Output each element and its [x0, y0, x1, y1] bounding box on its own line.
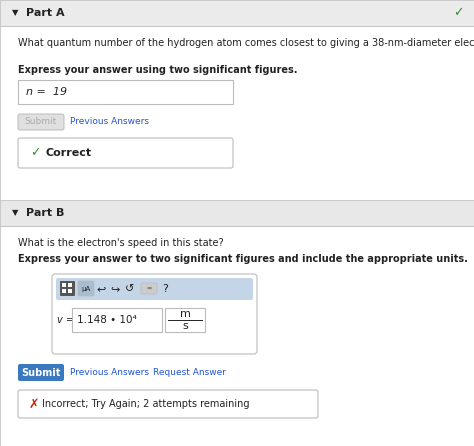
Text: Part B: Part B — [26, 208, 64, 218]
Text: ▬: ▬ — [146, 286, 152, 291]
Text: ✓: ✓ — [30, 146, 40, 160]
Text: ↪: ↪ — [110, 284, 120, 294]
Text: ?: ? — [162, 284, 168, 294]
Bar — [165, 308, 205, 332]
Text: Express your answer to two significant figures and include the appropriate units: Express your answer to two significant f… — [18, 254, 468, 264]
Text: Correct: Correct — [46, 148, 92, 158]
Text: Express your answer using two significant figures.: Express your answer using two significan… — [18, 65, 298, 75]
Text: Incorrect; Try Again; 2 attempts remaining: Incorrect; Try Again; 2 attempts remaini… — [42, 399, 249, 409]
Text: ✓: ✓ — [453, 7, 463, 20]
Bar — [0, 200, 474, 226]
Text: ↩: ↩ — [96, 284, 106, 294]
Text: ✗: ✗ — [29, 397, 39, 410]
FancyBboxPatch shape — [18, 138, 233, 168]
Text: v =: v = — [57, 315, 74, 325]
FancyBboxPatch shape — [78, 281, 94, 296]
Text: Previous Answers: Previous Answers — [70, 368, 149, 377]
Text: m: m — [180, 309, 191, 319]
Bar — [72, 308, 162, 332]
Text: 1.148 • 10⁴: 1.148 • 10⁴ — [77, 315, 137, 325]
Text: s: s — [182, 321, 188, 331]
Bar — [62, 289, 66, 293]
Bar — [18, 80, 233, 104]
Bar — [0, 0, 474, 26]
Text: What is the electron's speed in this state?: What is the electron's speed in this sta… — [18, 238, 224, 248]
Text: n =  19: n = 19 — [26, 87, 67, 97]
Text: Submit: Submit — [21, 368, 61, 377]
Text: Submit: Submit — [25, 117, 57, 127]
FancyBboxPatch shape — [141, 283, 157, 294]
Text: ▼: ▼ — [12, 8, 18, 17]
FancyBboxPatch shape — [60, 281, 75, 296]
FancyBboxPatch shape — [18, 390, 318, 418]
Text: ↺: ↺ — [125, 284, 135, 294]
Text: Part A: Part A — [26, 8, 64, 18]
Text: μA: μA — [82, 285, 91, 292]
Text: Request Answer: Request Answer — [153, 368, 226, 377]
Text: ▼: ▼ — [12, 208, 18, 218]
Bar — [62, 283, 66, 287]
FancyBboxPatch shape — [18, 114, 64, 130]
Bar — [68, 283, 72, 287]
FancyBboxPatch shape — [56, 278, 253, 300]
Text: What quantum number of the hydrogen atom comes closest to giving a 38-nm-diamete: What quantum number of the hydrogen atom… — [18, 38, 474, 48]
FancyBboxPatch shape — [18, 364, 64, 381]
Bar — [68, 289, 72, 293]
FancyBboxPatch shape — [52, 274, 257, 354]
Bar — [0, 226, 474, 446]
Text: Previous Answers: Previous Answers — [70, 117, 149, 127]
Bar — [0, 26, 474, 201]
